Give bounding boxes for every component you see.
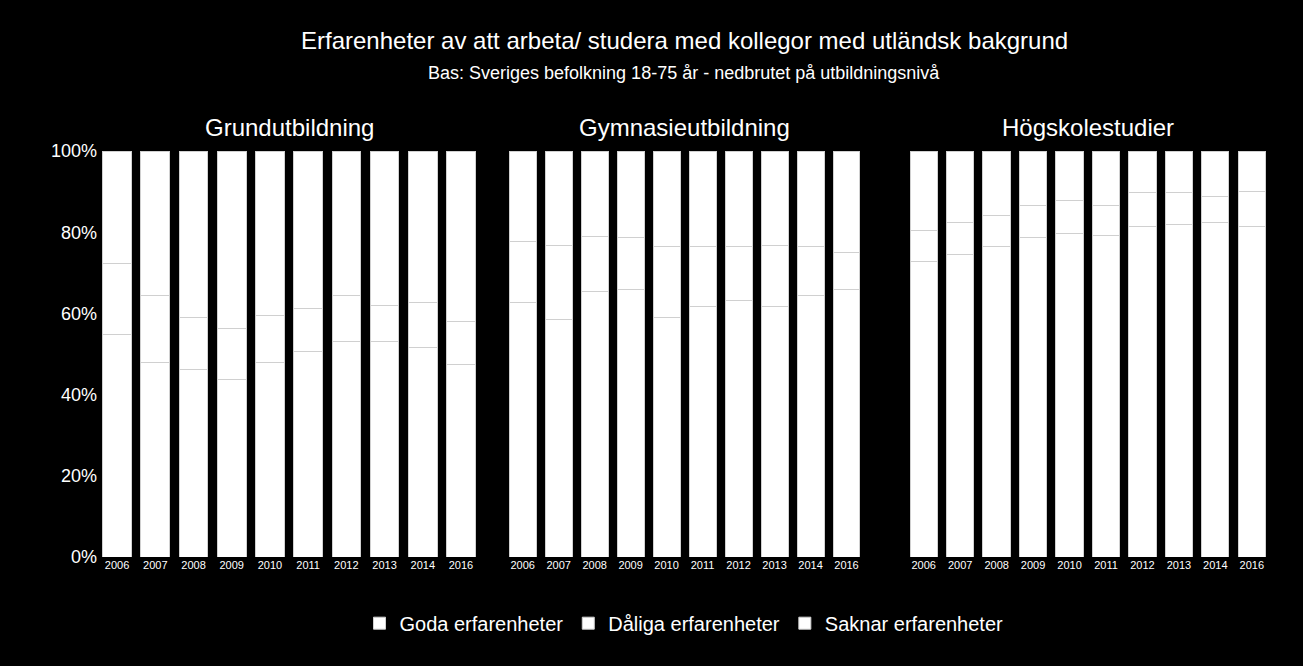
svg-text:2008: 2008: [984, 559, 1008, 571]
svg-text:Bas: Sveriges befolkning 18-75: Bas: Sveriges befolkning 18-75 år - nedb…: [428, 63, 940, 83]
svg-text:2008: 2008: [582, 559, 606, 571]
svg-text:Högskolestudier: Högskolestudier: [1002, 114, 1174, 141]
svg-text:2010: 2010: [258, 559, 282, 571]
svg-text:2006: 2006: [105, 559, 129, 571]
svg-text:2016: 2016: [449, 559, 473, 571]
svg-text:2012: 2012: [726, 559, 750, 571]
svg-text:60%: 60%: [61, 304, 97, 324]
svg-text:100%: 100%: [51, 141, 97, 161]
svg-text:2012: 2012: [1130, 559, 1154, 571]
svg-text:2013: 2013: [1167, 559, 1191, 571]
svg-text:2014: 2014: [1203, 559, 1227, 571]
svg-text:2006: 2006: [911, 559, 935, 571]
svg-text:0%: 0%: [71, 547, 97, 567]
svg-text:40%: 40%: [61, 385, 97, 405]
svg-text:2014: 2014: [411, 559, 435, 571]
svg-text:2006: 2006: [510, 559, 534, 571]
svg-text:Erfarenheter av att arbeta/ st: Erfarenheter av att arbeta/ studera med …: [301, 27, 1068, 54]
svg-text:2011: 2011: [691, 559, 715, 571]
svg-text:2016: 2016: [1240, 559, 1264, 571]
svg-text:2013: 2013: [372, 559, 396, 571]
svg-text:2014: 2014: [798, 559, 822, 571]
svg-text:2007: 2007: [546, 559, 570, 571]
svg-text:2011: 2011: [1094, 559, 1118, 571]
svg-text:2008: 2008: [181, 559, 205, 571]
svg-text:2010: 2010: [654, 559, 678, 571]
svg-text:2009: 2009: [1021, 559, 1045, 571]
svg-text:Dåliga erfarenheter: Dåliga erfarenheter: [608, 613, 780, 635]
svg-text:2009: 2009: [219, 559, 243, 571]
svg-text:2013: 2013: [762, 559, 786, 571]
svg-text:2011: 2011: [296, 559, 320, 571]
svg-text:Saknar erfarenheter: Saknar erfarenheter: [825, 613, 1003, 635]
svg-text:2009: 2009: [618, 559, 642, 571]
svg-text:Gymnasieutbildning: Gymnasieutbildning: [579, 114, 790, 141]
svg-text:2007: 2007: [948, 559, 972, 571]
svg-text:2007: 2007: [143, 559, 167, 571]
svg-text:2016: 2016: [834, 559, 858, 571]
svg-text:20%: 20%: [61, 466, 97, 486]
svg-text:80%: 80%: [61, 223, 97, 243]
svg-text:Goda erfarenheter: Goda erfarenheter: [400, 613, 564, 635]
svg-text:2010: 2010: [1057, 559, 1081, 571]
svg-text:Grundutbildning: Grundutbildning: [205, 114, 374, 141]
svg-text:2012: 2012: [334, 559, 358, 571]
